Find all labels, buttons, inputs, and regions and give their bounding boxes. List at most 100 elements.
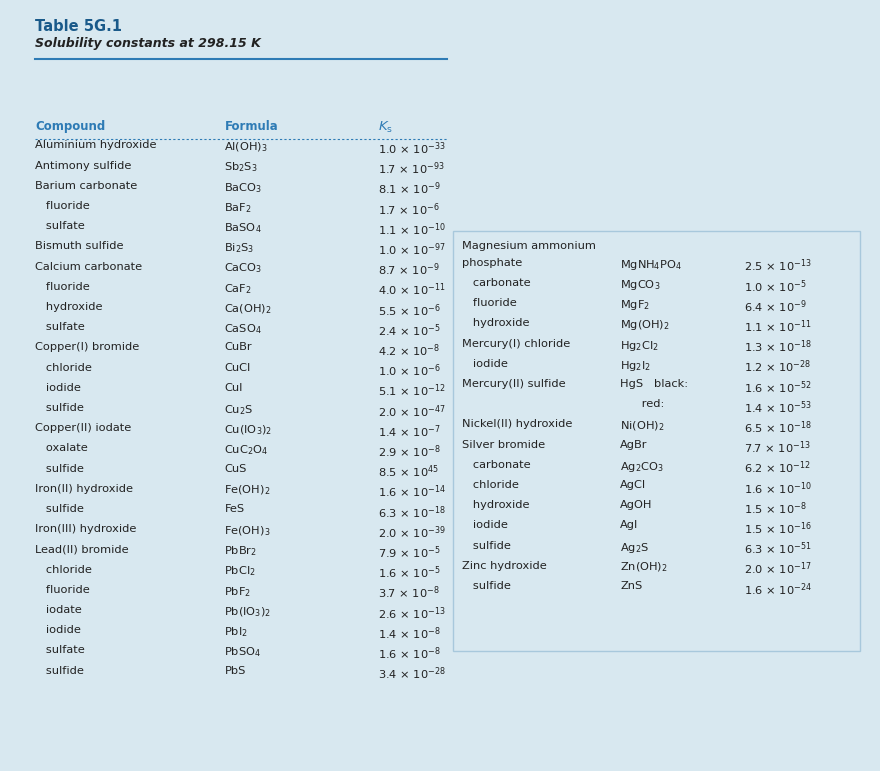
Text: Table 5G.1: Table 5G.1 bbox=[35, 19, 122, 34]
Text: sulfate: sulfate bbox=[35, 645, 85, 655]
Text: 1.0 × 10$^{-97}$: 1.0 × 10$^{-97}$ bbox=[378, 241, 446, 258]
Text: Silver bromide: Silver bromide bbox=[462, 439, 545, 449]
Text: iodide: iodide bbox=[35, 625, 81, 635]
Text: 1.7 × 10$^{-6}$: 1.7 × 10$^{-6}$ bbox=[378, 201, 440, 217]
Text: 7.7 × 10$^{-13}$: 7.7 × 10$^{-13}$ bbox=[744, 439, 810, 456]
Text: Copper(I) bromide: Copper(I) bromide bbox=[35, 342, 139, 352]
Text: Ni(OH)$_2$: Ni(OH)$_2$ bbox=[620, 419, 665, 433]
Text: fluoride: fluoride bbox=[35, 201, 90, 211]
Text: Cu(IO$_3$)$_2$: Cu(IO$_3$)$_2$ bbox=[224, 423, 273, 436]
Text: Iron(II) hydroxide: Iron(II) hydroxide bbox=[35, 483, 133, 493]
Text: 4.2 × 10$^{-8}$: 4.2 × 10$^{-8}$ bbox=[378, 342, 440, 359]
Text: CuS: CuS bbox=[224, 463, 246, 473]
Text: Al(OH)$_3$: Al(OH)$_3$ bbox=[224, 140, 268, 154]
Text: iodide: iodide bbox=[462, 520, 508, 530]
Text: 6.4 × 10$^{-9}$: 6.4 × 10$^{-9}$ bbox=[744, 298, 806, 315]
Text: 2.4 × 10$^{-5}$: 2.4 × 10$^{-5}$ bbox=[378, 322, 441, 338]
Text: MgCO$_3$: MgCO$_3$ bbox=[620, 278, 661, 292]
Text: 2.9 × 10$^{-8}$: 2.9 × 10$^{-8}$ bbox=[378, 443, 441, 460]
Text: 2.6 × 10$^{-13}$: 2.6 × 10$^{-13}$ bbox=[378, 605, 446, 621]
Text: red:: red: bbox=[620, 399, 664, 409]
Text: Barium carbonate: Barium carbonate bbox=[35, 180, 137, 190]
Text: 5.5 × 10$^{-6}$: 5.5 × 10$^{-6}$ bbox=[378, 302, 441, 318]
Text: CuBr: CuBr bbox=[224, 342, 252, 352]
Text: 1.6 × 10$^{-8}$: 1.6 × 10$^{-8}$ bbox=[378, 645, 441, 662]
Text: iodide: iodide bbox=[462, 359, 508, 369]
Text: 1.4 × 10$^{-53}$: 1.4 × 10$^{-53}$ bbox=[744, 399, 811, 416]
FancyBboxPatch shape bbox=[453, 231, 860, 651]
Text: sulfide: sulfide bbox=[35, 665, 84, 675]
Text: PbSO$_4$: PbSO$_4$ bbox=[224, 645, 261, 659]
Text: Cu$_2$S: Cu$_2$S bbox=[224, 403, 253, 416]
Text: CuI: CuI bbox=[224, 382, 243, 392]
Text: Bi$_2$S$_3$: Bi$_2$S$_3$ bbox=[224, 241, 254, 255]
Text: 1.0 × 10$^{-5}$: 1.0 × 10$^{-5}$ bbox=[744, 278, 806, 295]
Text: 1.4 × 10$^{-7}$: 1.4 × 10$^{-7}$ bbox=[378, 423, 441, 439]
Text: 1.4 × 10$^{-8}$: 1.4 × 10$^{-8}$ bbox=[378, 625, 441, 641]
Text: ZnS: ZnS bbox=[620, 581, 642, 591]
Text: 1.5 × 10$^{-16}$: 1.5 × 10$^{-16}$ bbox=[744, 520, 811, 537]
Text: 7.9 × 10$^{-5}$: 7.9 × 10$^{-5}$ bbox=[378, 544, 441, 561]
Text: HgS   black:: HgS black: bbox=[620, 379, 688, 389]
Text: oxalate: oxalate bbox=[35, 443, 88, 453]
Text: CuC$_2$O$_4$: CuC$_2$O$_4$ bbox=[224, 443, 268, 457]
Text: sulfide: sulfide bbox=[462, 581, 511, 591]
Text: phosphate: phosphate bbox=[462, 258, 522, 268]
Text: Ag$_2$S: Ag$_2$S bbox=[620, 540, 649, 554]
Text: Hg$_2$I$_2$: Hg$_2$I$_2$ bbox=[620, 359, 651, 372]
Text: Mg(OH)$_2$: Mg(OH)$_2$ bbox=[620, 318, 671, 332]
Text: 1.6 × 10$^{-5}$: 1.6 × 10$^{-5}$ bbox=[378, 564, 441, 581]
Text: AgCl: AgCl bbox=[620, 480, 647, 490]
Text: 8.5 × 10$^{45}$: 8.5 × 10$^{45}$ bbox=[378, 463, 439, 480]
Text: Fe(OH)$_3$: Fe(OH)$_3$ bbox=[224, 524, 271, 537]
Text: 1.6 × 10$^{-52}$: 1.6 × 10$^{-52}$ bbox=[744, 379, 811, 396]
Text: Zinc hydroxide: Zinc hydroxide bbox=[462, 561, 546, 571]
Text: Ca(OH)$_2$: Ca(OH)$_2$ bbox=[224, 302, 272, 315]
Text: BaSO$_4$: BaSO$_4$ bbox=[224, 221, 262, 235]
Text: Calcium carbonate: Calcium carbonate bbox=[35, 261, 143, 271]
Text: 3.4 × 10$^{-28}$: 3.4 × 10$^{-28}$ bbox=[378, 665, 446, 682]
Text: AgI: AgI bbox=[620, 520, 639, 530]
Text: FeS: FeS bbox=[224, 504, 245, 514]
Text: 5.1 × 10$^{-12}$: 5.1 × 10$^{-12}$ bbox=[378, 382, 446, 399]
Text: carbonate: carbonate bbox=[462, 460, 531, 470]
Text: PbS: PbS bbox=[224, 665, 246, 675]
Text: 1.2 × 10$^{-28}$: 1.2 × 10$^{-28}$ bbox=[744, 359, 810, 375]
Text: MgF$_2$: MgF$_2$ bbox=[620, 298, 650, 312]
Text: PbCl$_2$: PbCl$_2$ bbox=[224, 564, 256, 578]
Text: fluoride: fluoride bbox=[35, 281, 90, 291]
Text: 2.0 × 10$^{-17}$: 2.0 × 10$^{-17}$ bbox=[744, 561, 811, 577]
Text: 1.5 × 10$^{-8}$: 1.5 × 10$^{-8}$ bbox=[744, 500, 806, 517]
Text: Nickel(II) hydroxide: Nickel(II) hydroxide bbox=[462, 419, 572, 429]
Text: Mercury(II) sulfide: Mercury(II) sulfide bbox=[462, 379, 566, 389]
Text: sulfide: sulfide bbox=[462, 540, 511, 550]
Text: iodide: iodide bbox=[35, 382, 81, 392]
Text: 6.3 × 10$^{-18}$: 6.3 × 10$^{-18}$ bbox=[378, 504, 446, 520]
Text: AgOH: AgOH bbox=[620, 500, 653, 510]
Text: CuCl: CuCl bbox=[224, 362, 251, 372]
Text: Compound: Compound bbox=[35, 120, 106, 133]
Text: PbBr$_2$: PbBr$_2$ bbox=[224, 544, 257, 558]
Text: 2.0 × 10$^{-39}$: 2.0 × 10$^{-39}$ bbox=[378, 524, 446, 540]
Text: sulfide: sulfide bbox=[35, 403, 84, 413]
Text: Copper(II) iodate: Copper(II) iodate bbox=[35, 423, 131, 433]
Text: Mercury(I) chloride: Mercury(I) chloride bbox=[462, 338, 570, 348]
Text: Iron(III) hydroxide: Iron(III) hydroxide bbox=[35, 524, 136, 534]
Text: PbI$_2$: PbI$_2$ bbox=[224, 625, 248, 639]
Text: 1.6 × 10$^{-10}$: 1.6 × 10$^{-10}$ bbox=[744, 480, 811, 497]
Text: 1.1 × 10$^{-11}$: 1.1 × 10$^{-11}$ bbox=[744, 318, 811, 335]
Text: chloride: chloride bbox=[35, 564, 92, 574]
Text: BaCO$_3$: BaCO$_3$ bbox=[224, 180, 262, 194]
Text: hydroxide: hydroxide bbox=[35, 302, 103, 312]
Text: Ag$_2$CO$_3$: Ag$_2$CO$_3$ bbox=[620, 460, 664, 473]
Text: iodate: iodate bbox=[35, 605, 82, 615]
Text: AgBr: AgBr bbox=[620, 439, 648, 449]
Text: 6.2 × 10$^{-12}$: 6.2 × 10$^{-12}$ bbox=[744, 460, 810, 476]
Text: hydroxide: hydroxide bbox=[462, 500, 530, 510]
Text: $K_\mathrm{s}$: $K_\mathrm{s}$ bbox=[378, 120, 393, 135]
Text: carbonate: carbonate bbox=[462, 278, 531, 288]
Text: 2.0 × 10$^{-47}$: 2.0 × 10$^{-47}$ bbox=[378, 403, 446, 419]
Text: Bismuth sulfide: Bismuth sulfide bbox=[35, 241, 124, 251]
Text: chloride: chloride bbox=[35, 362, 92, 372]
Text: 4.0 × 10$^{-11}$: 4.0 × 10$^{-11}$ bbox=[378, 281, 446, 298]
